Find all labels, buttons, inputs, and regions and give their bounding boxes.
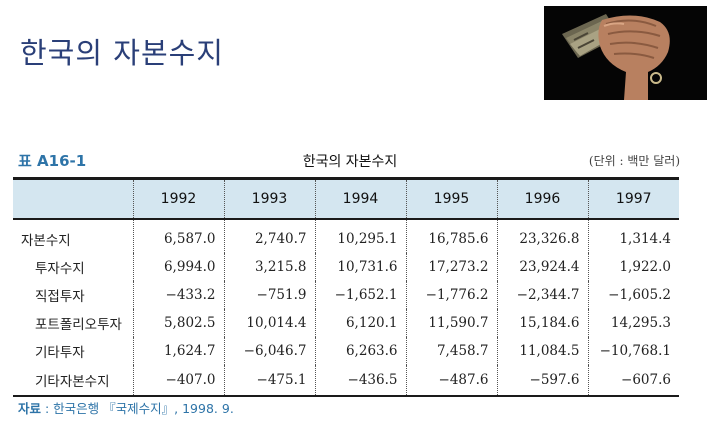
table-cell: 23,924.4 — [496, 253, 588, 281]
column-header: 1994 — [314, 177, 406, 220]
table-cell: −407.0 — [132, 365, 224, 397]
fist-holding-money-photo — [544, 6, 707, 100]
table-cell: −487.6 — [405, 365, 497, 397]
table-row: 기타투자 1,624.7 −6,046.7 6,263.6 7,458.7 11… — [13, 337, 679, 365]
table-row: 포트폴리오투자 5,802.5 10,014.4 6,120.1 11,590.… — [13, 309, 679, 337]
table-row: 투자수지 6,994.0 3,215.8 10,731.6 17,273.2 2… — [13, 253, 679, 281]
table-cell: −475.1 — [223, 365, 315, 397]
table-cell: −597.6 — [496, 365, 588, 397]
table-number-label: 표 A16-1 — [18, 152, 87, 170]
table-cell: −436.5 — [314, 365, 406, 397]
row-label: 기타자본수지 — [13, 365, 133, 397]
table-cell: 10,014.4 — [223, 309, 315, 337]
row-label: 투자수지 — [35, 261, 85, 277]
table-cell: −751.9 — [223, 281, 315, 309]
table-cell: 1,624.7 — [132, 337, 224, 365]
header-corner — [13, 177, 133, 220]
table-title: 한국의 자본수지 — [302, 154, 398, 170]
row-label: 자본수지 — [21, 233, 71, 249]
table-cell: 16,785.6 — [405, 219, 497, 253]
column-header: 1992 — [132, 177, 224, 220]
source-label: 자료 — [18, 401, 42, 416]
table-cell: 23,326.8 — [496, 219, 588, 253]
table-cell: −2,344.7 — [496, 281, 588, 309]
table-cell: 2,740.7 — [223, 219, 315, 253]
table-cell: 1,922.0 — [587, 253, 679, 281]
table-cell: 7,458.7 — [405, 337, 497, 365]
table-cell: −433.2 — [132, 281, 224, 309]
table-row: 자본수지 6,587.0 2,740.7 10,295.1 16,785.6 2… — [13, 219, 679, 253]
table-cell: −10,768.1 — [587, 337, 679, 365]
source-text: : 한국은행 『국제수지』, 1998. 9. — [45, 401, 234, 416]
page-title: 한국의 자본수지 — [20, 36, 224, 70]
column-header: 1993 — [223, 177, 315, 220]
row-label: 직접투자 — [35, 289, 85, 305]
table-cell: −1,605.2 — [587, 281, 679, 309]
table-cell: 10,295.1 — [314, 219, 406, 253]
table-cell: 5,802.5 — [132, 309, 224, 337]
table-cell: 6,263.6 — [314, 337, 406, 365]
column-header: 1997 — [587, 177, 679, 220]
table-row: 직접투자 −433.2 −751.9 −1,652.1 −1,776.2 −2,… — [13, 281, 679, 309]
table-cell: 17,273.2 — [405, 253, 497, 281]
table-cell: 6,120.1 — [314, 309, 406, 337]
table-cell: 3,215.8 — [223, 253, 315, 281]
table-header-row: 1992 1993 1994 1995 1996 1997 — [13, 177, 679, 220]
row-label: 포트폴리오투자 — [35, 317, 122, 333]
capital-account-table: 1992 1993 1994 1995 1996 1997 자본수지 6,587… — [13, 177, 679, 397]
column-header: 1995 — [405, 177, 497, 220]
column-header: 1996 — [496, 177, 588, 220]
table-cell: 6,994.0 — [132, 253, 224, 281]
table-row: 기타자본수지 −407.0 −475.1 −436.5 −487.6 −597.… — [13, 365, 679, 397]
table-cell: 11,590.7 — [405, 309, 497, 337]
table-cell: −1,652.1 — [314, 281, 406, 309]
table-cell: 14,295.3 — [587, 309, 679, 337]
table-cell: 6,587.0 — [132, 219, 224, 253]
row-label: 기타투자 — [35, 345, 85, 361]
table-cell: −6,046.7 — [223, 337, 315, 365]
table-cell: 15,184.6 — [496, 309, 588, 337]
table-cell: 10,731.6 — [314, 253, 406, 281]
table-cell: −607.6 — [587, 365, 679, 397]
unit-label: (단위 : 백만 달러) — [588, 154, 680, 168]
table-cell: 1,314.4 — [587, 219, 679, 253]
source-note: 자료 : 한국은행 『국제수지』, 1998. 9. — [18, 398, 234, 417]
table-cell: 11,084.5 — [496, 337, 588, 365]
table-cell: −1,776.2 — [405, 281, 497, 309]
